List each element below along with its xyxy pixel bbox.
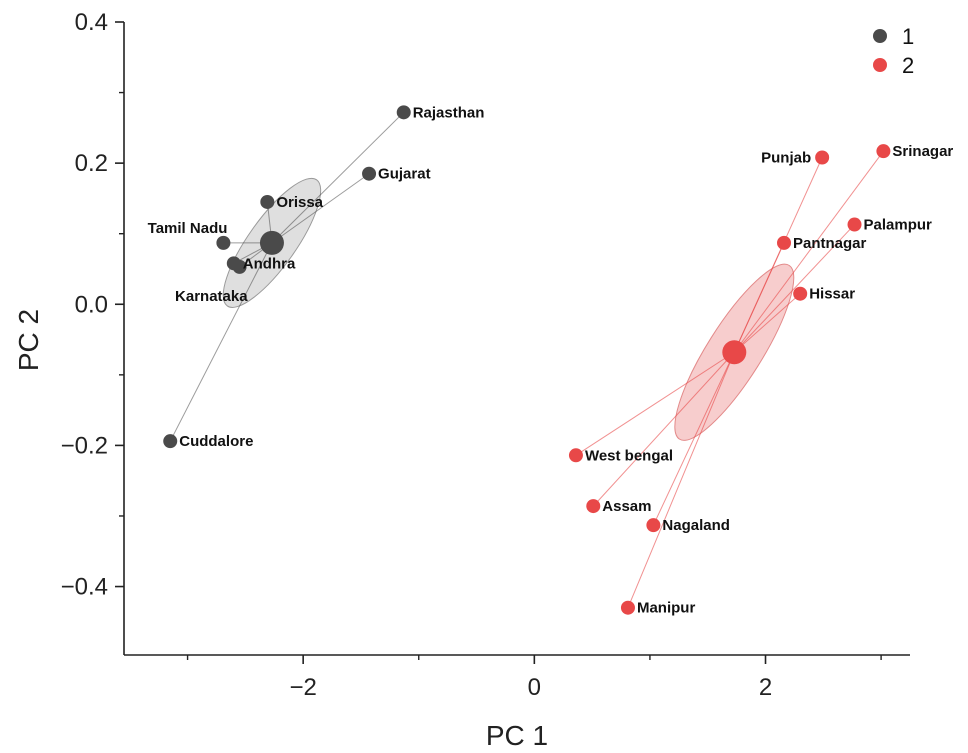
point-label: Tamil Nadu	[148, 220, 228, 237]
data-point	[876, 144, 891, 159]
connector-line	[575, 351, 735, 456]
data-point	[396, 105, 411, 120]
x-tick-label: 2	[759, 674, 772, 701]
point-label: Karnataka	[175, 288, 248, 305]
connector-line	[652, 352, 735, 526]
data-point	[568, 448, 583, 463]
data-point	[777, 235, 792, 250]
point-label: Orissa	[276, 194, 323, 211]
point-label: Palampur	[864, 217, 933, 234]
data-point	[847, 217, 862, 232]
point-label: Manipur	[637, 600, 695, 617]
y-tick-label: −0.4	[61, 574, 108, 601]
connector-line	[271, 111, 405, 244]
point-label: Pantnagar	[793, 235, 867, 252]
point-labels: Rajasthan Gujarat Orissa Tamil Nadu Andhra Ka…	[148, 104, 954, 616]
y-tick-label: 0.4	[75, 9, 108, 36]
connector-line	[733, 224, 855, 353]
y-tick-label: −0.2	[61, 432, 108, 459]
data-point	[815, 150, 830, 165]
connector-line	[169, 242, 273, 442]
data-point	[793, 286, 808, 301]
point-label: Assam	[602, 498, 651, 515]
point-label: Punjab	[761, 149, 811, 166]
data-point	[620, 600, 635, 615]
point-label: Gujarat	[378, 166, 431, 183]
connector-line	[271, 173, 370, 244]
point-label: Rajasthan	[413, 104, 485, 121]
connector-line	[733, 150, 884, 353]
point-label: Cuddalore	[179, 433, 253, 450]
y-tick-label: 0.0	[75, 291, 108, 318]
data-point	[586, 499, 601, 514]
legend-marker	[873, 58, 887, 72]
legend-label: 2	[902, 53, 914, 78]
data-point	[232, 259, 247, 274]
centroid-point	[259, 230, 284, 255]
data-point	[163, 434, 178, 449]
point-label: West bengal	[585, 447, 673, 464]
legend-marker	[873, 29, 887, 43]
point-label: Andhra	[243, 255, 296, 272]
point-label: Nagaland	[662, 517, 730, 534]
axis-ticks: 0.4 0.2 0.0 −0.2 −0.4 −2 0 2	[61, 9, 882, 701]
x-tick-label: 0	[528, 674, 541, 701]
data-point	[362, 166, 377, 181]
data-point	[646, 518, 661, 533]
y-tick-label: 0.2	[75, 150, 108, 177]
data-point	[216, 235, 231, 250]
connector-line	[592, 351, 735, 507]
connector-line	[733, 242, 785, 353]
point-label: Srinagar	[892, 143, 953, 160]
data-points	[163, 105, 891, 615]
legend-label: 1	[902, 24, 914, 49]
y-axis-title: PC 2	[13, 309, 44, 371]
centroid-point	[722, 340, 747, 365]
x-axis-title: PC 1	[486, 720, 548, 751]
data-point	[260, 194, 275, 209]
axes	[123, 22, 910, 656]
x-tick-label: −2	[289, 674, 316, 701]
connector-line	[733, 293, 801, 353]
point-label: Hissar	[809, 286, 855, 303]
connector-line	[627, 352, 735, 608]
centroid-connector-lines	[169, 111, 884, 608]
legend: 12	[873, 24, 914, 78]
